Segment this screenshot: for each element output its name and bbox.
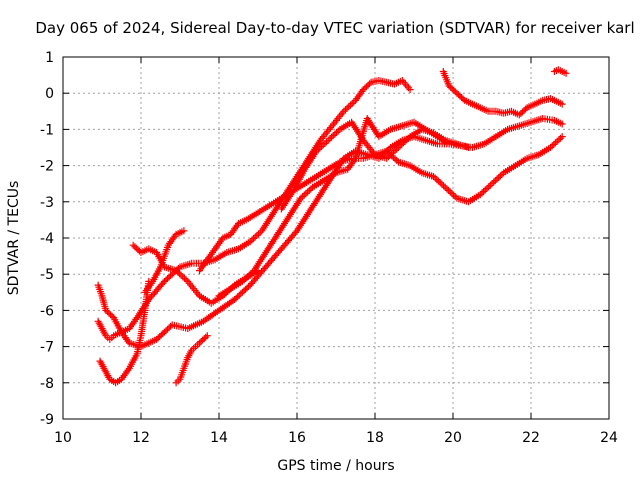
x-tick-label: 24	[600, 430, 618, 446]
x-tick-label: 22	[522, 430, 540, 446]
y-tick-label: -5	[40, 267, 54, 283]
x-tick-label: 10	[54, 430, 72, 446]
y-tick-label: -2	[40, 159, 54, 175]
series-track-10	[439, 68, 566, 119]
series-markers	[215, 115, 453, 300]
series-markers	[141, 227, 188, 296]
y-tick-label: -1	[40, 122, 54, 138]
series-track-6	[172, 332, 211, 387]
series-markers	[172, 332, 211, 387]
series-markers	[94, 115, 566, 351]
y-tick-label: -3	[40, 195, 54, 211]
x-tick-label: 14	[210, 430, 228, 446]
series-track-9	[277, 118, 473, 213]
chart-title: Day 065 of 2024, Sidereal Day-to-day VTE…	[35, 19, 634, 37]
y-tick-label: -7	[40, 340, 54, 356]
grid	[63, 57, 609, 419]
series-track-11	[550, 66, 570, 77]
x-tick-label: 20	[444, 430, 462, 446]
series-track-5	[141, 227, 188, 296]
series-markers	[439, 68, 566, 119]
series-markers	[277, 118, 473, 213]
series-track-1	[94, 77, 414, 343]
series-track-3	[96, 277, 153, 387]
series-markers	[96, 277, 153, 387]
y-tick-label: -6	[40, 303, 54, 319]
y-tick-label: 1	[45, 50, 54, 66]
y-tick-label: -4	[40, 231, 54, 247]
series-track-2	[94, 115, 566, 351]
data-series	[94, 66, 570, 387]
x-axis-label: GPS time / hours	[277, 458, 394, 474]
series-markers	[94, 77, 414, 343]
series-markers	[550, 66, 570, 77]
y-tick-label: -9	[40, 412, 54, 428]
x-tick-label: 16	[288, 430, 306, 446]
y-tick-label: -8	[40, 376, 54, 392]
axis-ticks: 10 12 14 16 18 20 22 24 -9 -8 -7 -6 -5 -4 -3 -2 -1 0 1	[40, 50, 618, 446]
x-tick-label: 12	[132, 430, 150, 446]
y-tick-label: 0	[45, 86, 54, 102]
y-axis-label: SDTVAR / TECUs	[6, 181, 22, 296]
series-track-8	[215, 115, 453, 300]
x-tick-label: 18	[366, 430, 384, 446]
